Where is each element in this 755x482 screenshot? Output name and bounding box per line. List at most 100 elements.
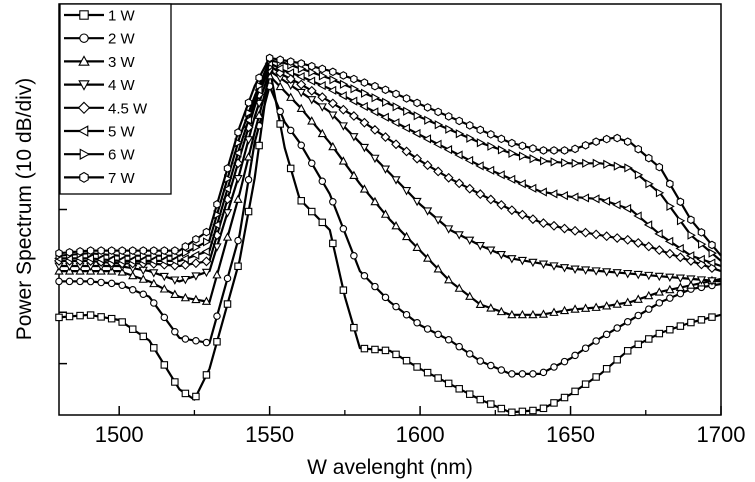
x-tick-label: 1700 (697, 422, 746, 447)
data-point (170, 276, 180, 285)
data-point (78, 55, 90, 66)
data-point (169, 256, 179, 266)
legend-item: 7 W (64, 170, 136, 187)
data-point (602, 365, 611, 373)
data-point (508, 370, 516, 378)
data-point (79, 148, 91, 160)
data-point (359, 117, 370, 128)
data-point (118, 281, 126, 290)
data-point (318, 218, 327, 227)
data-point (465, 291, 475, 300)
data-point (276, 120, 284, 128)
data-point (539, 368, 548, 377)
data-point (633, 294, 643, 303)
data-point (666, 294, 674, 302)
data-point (86, 246, 95, 255)
data-point (485, 165, 495, 175)
y-axis-title: Power Spectrum (10 dB/div) (13, 78, 36, 341)
data-point (117, 267, 127, 276)
data-point (297, 197, 305, 205)
data-point (391, 176, 401, 185)
data-point (180, 275, 190, 285)
data-point (655, 188, 665, 198)
data-point (487, 400, 495, 408)
data-point (243, 136, 254, 145)
data-point (55, 248, 63, 258)
legend-item: 6 W (64, 147, 136, 164)
data-point (550, 399, 558, 407)
data-point (401, 123, 410, 133)
data-point (149, 278, 159, 288)
data-point (255, 141, 263, 150)
data-point (518, 151, 528, 161)
data-point (160, 313, 169, 322)
legend-label: 4.5 W (108, 100, 148, 117)
data-point (79, 10, 89, 20)
data-point (329, 75, 338, 85)
data-point (223, 274, 232, 283)
data-point (192, 242, 201, 252)
data-point (360, 272, 369, 280)
data-point (423, 253, 433, 262)
data-point (392, 102, 402, 112)
data-point (97, 313, 105, 321)
data-point (592, 373, 600, 381)
data-point (192, 392, 200, 401)
data-point (454, 283, 464, 292)
data-point (487, 361, 495, 370)
legend-label: 2 W (108, 31, 136, 48)
data-point (380, 132, 391, 142)
data-point (570, 265, 580, 274)
data-point (475, 242, 485, 251)
data-point (434, 120, 444, 130)
data-point (643, 220, 653, 230)
data-point (413, 98, 421, 108)
data-point (559, 264, 570, 273)
data-point (380, 112, 389, 122)
data-point (77, 101, 91, 115)
data-point (654, 272, 664, 282)
series-layer (54, 53, 722, 417)
data-point (634, 170, 644, 180)
data-point (517, 256, 528, 266)
data-point (286, 57, 295, 66)
data-point (644, 290, 654, 300)
data-point (350, 251, 358, 260)
data-point (403, 106, 412, 116)
data-point (97, 278, 105, 287)
data-point (138, 256, 147, 266)
data-point (455, 116, 463, 126)
data-point (654, 229, 663, 239)
data-point (222, 232, 233, 241)
data-point (150, 246, 158, 255)
data-point (633, 270, 643, 280)
data-point (518, 370, 527, 378)
data-point (708, 248, 717, 258)
data-point (308, 67, 317, 77)
data-point (655, 162, 664, 172)
data-point (475, 299, 485, 308)
data-point (612, 233, 623, 243)
data-point (486, 246, 496, 255)
data-point (622, 203, 632, 214)
data-point (371, 345, 379, 354)
data-point (464, 183, 475, 194)
data-point (234, 262, 242, 271)
series-line (59, 62, 722, 268)
data-point (412, 153, 423, 164)
data-point (487, 130, 495, 139)
legend-label: 3 W (108, 54, 136, 71)
data-point (128, 246, 137, 255)
data-point (622, 234, 633, 245)
data-point (381, 293, 390, 302)
data-point (286, 164, 295, 173)
data-point (433, 139, 442, 149)
data-point (571, 144, 579, 154)
data-point (286, 92, 296, 101)
data-point (623, 137, 632, 147)
data-point (528, 309, 538, 319)
data-point (549, 220, 559, 231)
x-axis-tick-labels: 1500 1550 1600 1650 1700 (95, 422, 746, 447)
data-point (466, 121, 474, 130)
data-point (571, 158, 581, 168)
